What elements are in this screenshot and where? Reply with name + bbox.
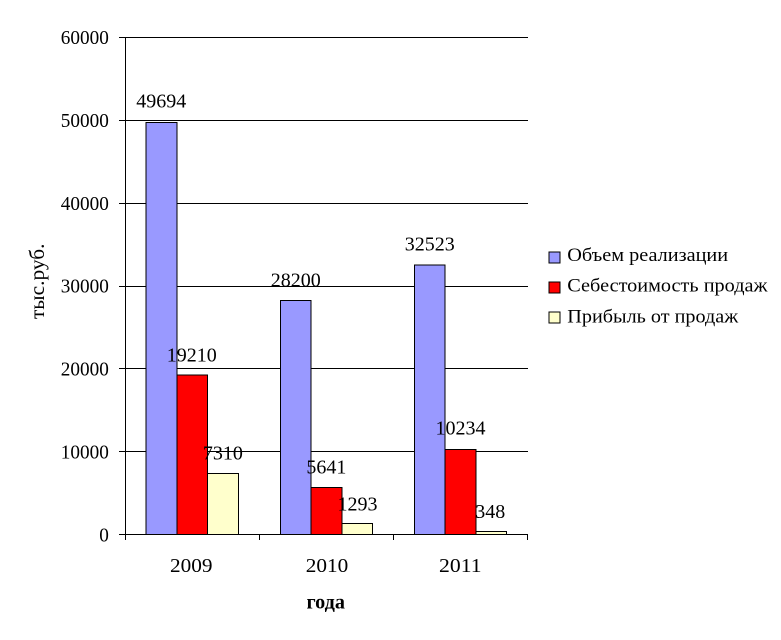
svg-text:0: 0 bbox=[99, 524, 109, 546]
svg-text:7310: 7310 bbox=[203, 442, 243, 464]
svg-text:19210: 19210 bbox=[167, 344, 217, 366]
svg-text:тыс.руб.: тыс.руб. bbox=[25, 244, 49, 320]
svg-text:года: года bbox=[306, 591, 345, 613]
svg-text:32523: 32523 bbox=[405, 233, 455, 255]
svg-text:40000: 40000 bbox=[61, 193, 109, 215]
svg-text:Себестоимость продаж: Себестоимость продаж bbox=[567, 276, 768, 297]
svg-text:10000: 10000 bbox=[61, 441, 109, 463]
svg-text:2011: 2011 bbox=[439, 555, 482, 577]
svg-text:10234: 10234 bbox=[436, 417, 486, 439]
svg-text:348: 348 bbox=[475, 501, 505, 523]
svg-text:30000: 30000 bbox=[61, 276, 109, 298]
svg-text:Прибыль от продаж: Прибыль от продаж bbox=[567, 306, 739, 327]
svg-text:2010: 2010 bbox=[306, 555, 349, 577]
svg-text:28200: 28200 bbox=[271, 269, 321, 291]
svg-text:5641: 5641 bbox=[306, 456, 346, 478]
svg-text:50000: 50000 bbox=[61, 110, 109, 132]
svg-text:49694: 49694 bbox=[136, 90, 186, 112]
svg-text:1293: 1293 bbox=[338, 493, 378, 515]
svg-text:Объем реализации: Объем реализации bbox=[567, 245, 728, 266]
svg-text:2009: 2009 bbox=[170, 555, 213, 577]
svg-text:60000: 60000 bbox=[61, 27, 109, 49]
svg-text:20000: 20000 bbox=[61, 359, 109, 381]
